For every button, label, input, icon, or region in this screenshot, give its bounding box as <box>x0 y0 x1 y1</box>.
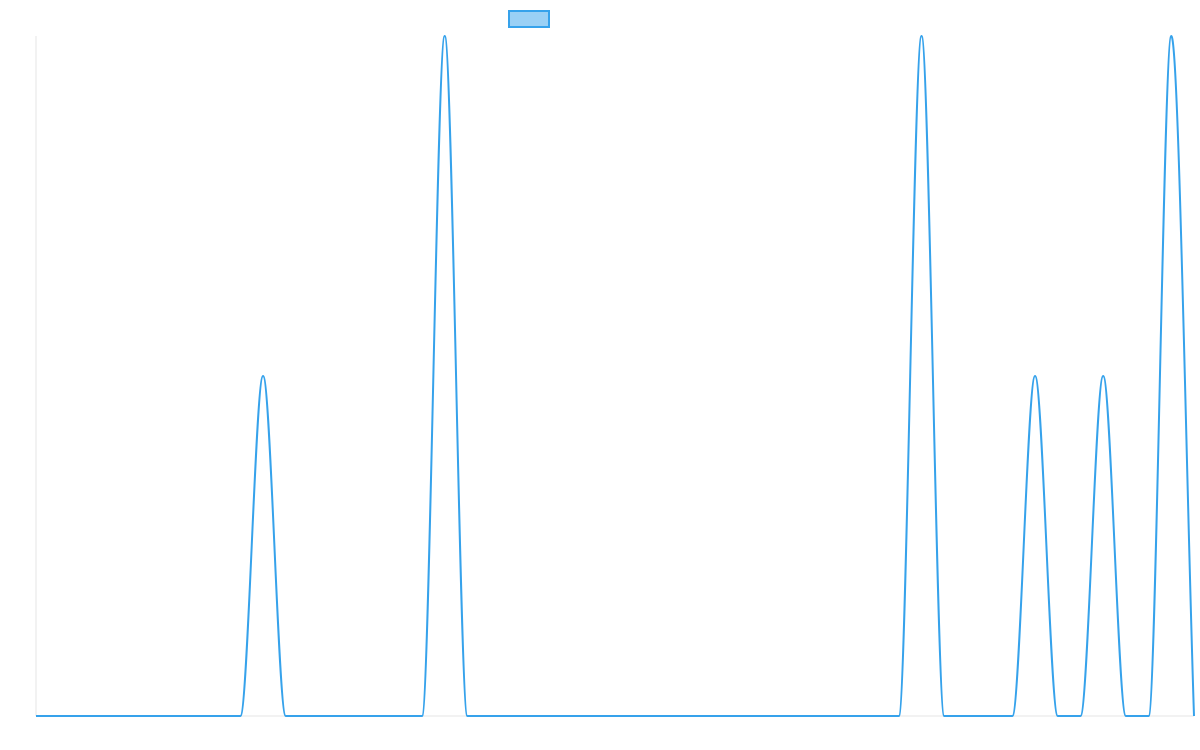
data-point[interactable] <box>1100 373 1106 379</box>
data-point[interactable] <box>555 713 561 719</box>
data-point[interactable] <box>192 713 198 719</box>
data-point[interactable] <box>374 713 380 719</box>
data-point[interactable] <box>941 713 947 719</box>
data-point[interactable] <box>850 713 856 719</box>
legend-swatch[interactable] <box>508 10 550 28</box>
data-point[interactable] <box>487 713 493 719</box>
data-point[interactable] <box>805 713 811 719</box>
data-point[interactable] <box>56 713 62 719</box>
data-point[interactable] <box>442 33 448 39</box>
data-point[interactable] <box>33 713 39 719</box>
data-point[interactable] <box>760 713 766 719</box>
data-point[interactable] <box>260 373 266 379</box>
data-point[interactable] <box>669 713 675 719</box>
data-point[interactable] <box>873 713 879 719</box>
data-point[interactable] <box>351 713 357 719</box>
data-point[interactable] <box>691 713 697 719</box>
data-point[interactable] <box>124 713 130 719</box>
data-point[interactable] <box>737 713 743 719</box>
data-point[interactable] <box>964 713 970 719</box>
data-point[interactable] <box>1191 713 1197 719</box>
data-point[interactable] <box>419 713 425 719</box>
data-point[interactable] <box>987 713 993 719</box>
series-line-0[interactable] <box>36 35 1195 717</box>
data-point[interactable] <box>78 713 84 719</box>
data-point[interactable] <box>1168 33 1174 39</box>
data-point[interactable] <box>1055 713 1061 719</box>
data-point[interactable] <box>1032 373 1038 379</box>
data-point[interactable] <box>237 713 243 719</box>
data-point[interactable] <box>328 713 334 719</box>
data-point[interactable] <box>782 713 788 719</box>
data-point[interactable] <box>1146 713 1152 719</box>
data-point[interactable] <box>215 713 221 719</box>
data-point[interactable] <box>169 713 175 719</box>
data-point[interactable] <box>1123 713 1129 719</box>
data-point[interactable] <box>601 713 607 719</box>
data-point[interactable] <box>828 713 834 719</box>
data-point[interactable] <box>147 713 153 719</box>
data-point[interactable] <box>1009 713 1015 719</box>
data-point[interactable] <box>464 713 470 719</box>
data-point[interactable] <box>101 713 107 719</box>
data-point[interactable] <box>533 713 539 719</box>
data-point[interactable] <box>919 33 925 39</box>
series-layer <box>33 33 1197 719</box>
data-point[interactable] <box>714 713 720 719</box>
data-point[interactable] <box>305 713 311 719</box>
data-point[interactable] <box>396 713 402 719</box>
data-point[interactable] <box>578 713 584 719</box>
data-point[interactable] <box>896 713 902 719</box>
data-point[interactable] <box>283 713 289 719</box>
data-point[interactable] <box>646 713 652 719</box>
data-point[interactable] <box>1077 713 1083 719</box>
data-point[interactable] <box>510 713 516 719</box>
data-point[interactable] <box>623 713 629 719</box>
